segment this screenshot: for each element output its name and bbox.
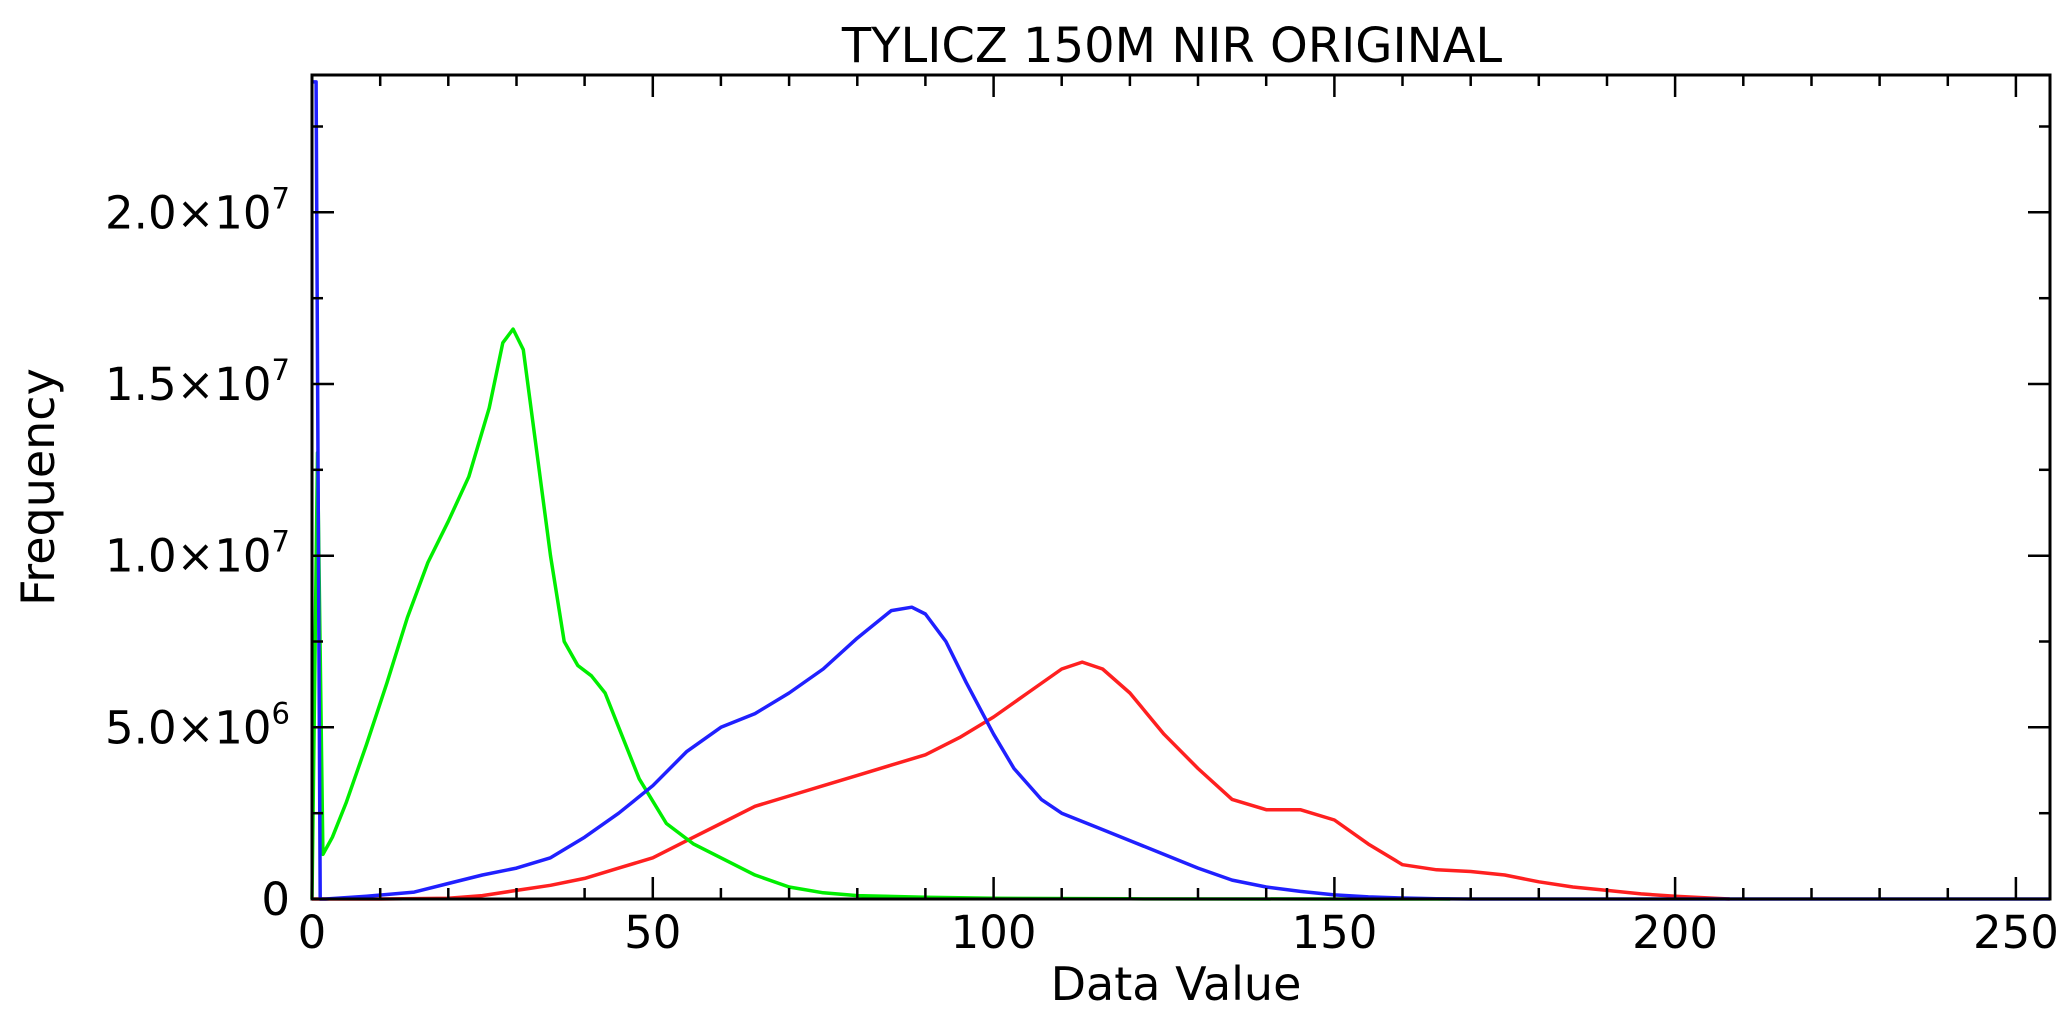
x-tick-label: 0 bbox=[298, 906, 327, 959]
x-tick-label: 50 bbox=[624, 906, 681, 959]
plot-frame bbox=[310, 73, 2052, 901]
x-tick-label: 150 bbox=[1291, 906, 1377, 959]
y-tick-label: 0 bbox=[261, 873, 290, 926]
plot-area bbox=[310, 80, 2050, 901]
x-axis-label: Data Value bbox=[1051, 957, 1302, 1011]
y-tick-label: 1.0×107 bbox=[105, 525, 290, 583]
x-tick-label: 100 bbox=[951, 906, 1037, 959]
x-tick-label: 200 bbox=[1632, 906, 1718, 959]
x-axis: 0 50 100 150 200 250 bbox=[298, 75, 2059, 959]
series-line-2 bbox=[312, 80, 2050, 901]
y-tick-label: 1.5×107 bbox=[105, 353, 290, 411]
y-tick-label: 2.0×107 bbox=[105, 181, 290, 239]
y-axis: 0 5.0×106 1.0×107 1.5×107 2.0×107 bbox=[105, 125, 2050, 926]
x-tick-label: 250 bbox=[1973, 906, 2059, 959]
series-line-0 bbox=[312, 660, 1730, 901]
y-tick-label: 5.0×106 bbox=[105, 696, 290, 754]
chart-title: TYLICZ 150M NIR ORIGINAL bbox=[841, 18, 1503, 74]
series-line-1 bbox=[310, 327, 1451, 901]
y-axis-label: Frequency bbox=[11, 368, 65, 606]
